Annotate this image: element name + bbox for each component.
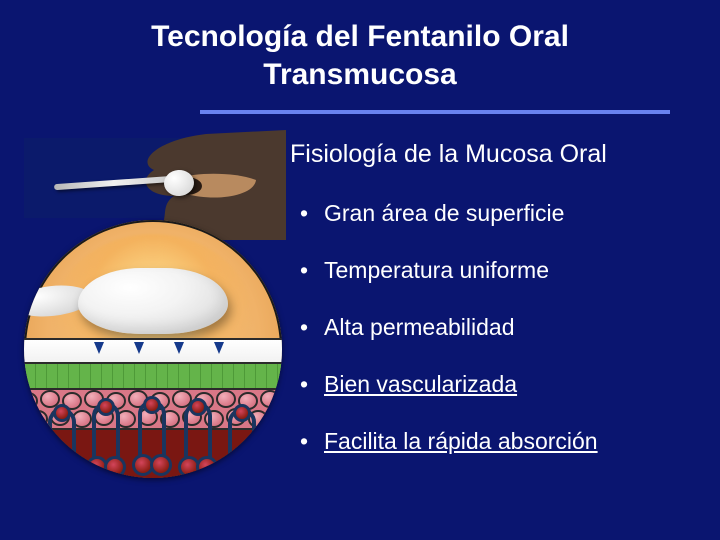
- capillary-loop: [138, 400, 166, 470]
- bullet-text: Facilita la rápida absorción: [324, 428, 598, 454]
- slide-title: Tecnología del Fentanilo Oral Transmucos…: [100, 18, 620, 93]
- lozenge-large: [78, 268, 228, 334]
- bullet-item: Facilita la rápida absorción: [300, 428, 598, 455]
- epithelium-layer: [24, 338, 282, 364]
- bullet-item: Temperatura uniforme: [300, 257, 598, 284]
- capillary-loop: [228, 408, 256, 478]
- capillary-loop: [92, 402, 120, 472]
- bullet-item: Alta permeabilidad: [300, 314, 598, 341]
- absorption-arrow-icon: [214, 342, 224, 354]
- slide-subtitle: Fisiología de la Mucosa Oral: [290, 140, 607, 169]
- bullet-text: Alta permeabilidad: [324, 314, 515, 340]
- bullet-list: Gran área de superficie Temperatura unif…: [300, 200, 598, 485]
- slide: Tecnología del Fentanilo Oral Transmucos…: [0, 0, 720, 540]
- bullet-text: Bien vascularizada: [324, 371, 517, 397]
- absorption-arrow-icon: [134, 342, 144, 354]
- capillary-loop: [48, 408, 76, 478]
- absorption-arrow-icon: [94, 342, 104, 354]
- bullet-item: Gran área de superficie: [300, 200, 598, 227]
- title-underline-rule: [200, 110, 670, 114]
- mucosa-cross-section: [24, 220, 282, 478]
- absorption-arrow-icon: [174, 342, 184, 354]
- green-cell-layer: [24, 364, 282, 390]
- bullet-text: Gran área de superficie: [324, 200, 564, 226]
- bullet-text: Temperatura uniforme: [324, 257, 549, 283]
- capillary-loop: [184, 402, 212, 472]
- bullet-item: Bien vascularizada: [300, 371, 598, 398]
- mucosa-illustration: [24, 138, 282, 488]
